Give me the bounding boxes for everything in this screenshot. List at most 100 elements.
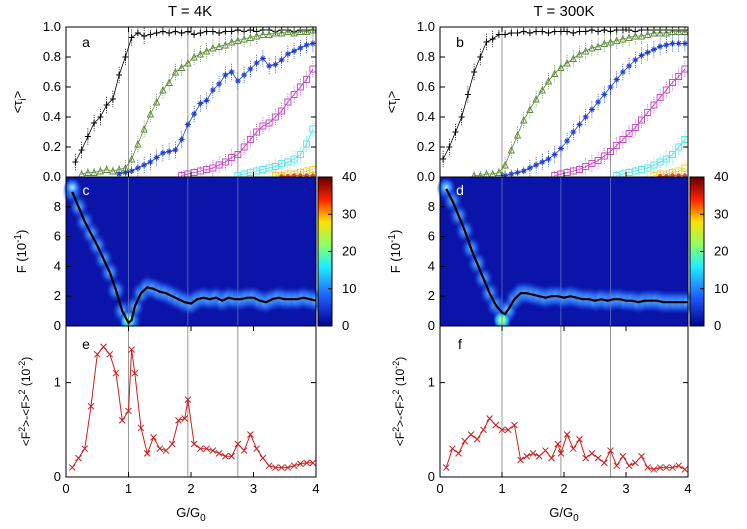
colorbar-tick-label: 40 bbox=[342, 169, 356, 184]
data-point bbox=[147, 31, 154, 38]
data-point bbox=[265, 30, 273, 38]
data-point bbox=[440, 156, 447, 162]
data-point bbox=[184, 58, 192, 67]
colorbar-tick-label: 20 bbox=[714, 244, 728, 259]
data-point bbox=[631, 124, 639, 131]
data-point bbox=[228, 452, 235, 460]
data-point bbox=[222, 452, 229, 460]
data-point bbox=[246, 136, 254, 143]
data-point bbox=[526, 165, 533, 171]
series-τ2 bbox=[77, 25, 317, 178]
data-point bbox=[147, 159, 154, 165]
data-point bbox=[538, 85, 547, 94]
y-tick-label: 0.6 bbox=[43, 79, 61, 94]
data-point bbox=[172, 28, 179, 35]
data-point bbox=[309, 40, 316, 47]
data-point bbox=[675, 40, 682, 47]
data-point bbox=[253, 60, 260, 66]
data-point bbox=[296, 151, 304, 158]
data-point bbox=[643, 30, 652, 38]
data-point bbox=[241, 72, 248, 78]
data-point bbox=[203, 28, 210, 35]
data-point bbox=[508, 30, 515, 36]
y-tick-label: 4 bbox=[54, 258, 61, 273]
data-point bbox=[284, 464, 292, 471]
data-point bbox=[265, 462, 273, 470]
plot-area bbox=[66, 27, 316, 177]
data-point bbox=[209, 87, 216, 93]
y-tick-label: 0.8 bbox=[43, 49, 61, 64]
data-point bbox=[90, 168, 98, 176]
data-point bbox=[278, 464, 285, 471]
data-point bbox=[638, 52, 645, 59]
data-point bbox=[539, 28, 546, 35]
data-point bbox=[514, 30, 521, 36]
y-tick-label: 8 bbox=[428, 199, 435, 214]
data-point bbox=[675, 462, 683, 470]
data-point bbox=[600, 459, 608, 467]
data-point bbox=[576, 435, 583, 443]
data-point bbox=[576, 121, 583, 128]
data-point bbox=[128, 34, 135, 41]
data-point bbox=[632, 57, 639, 63]
data-point bbox=[464, 91, 471, 98]
data-point bbox=[542, 447, 549, 454]
data-point bbox=[551, 28, 558, 35]
x-tick-label: 0 bbox=[62, 481, 69, 496]
x-tick-label: 1 bbox=[125, 481, 132, 496]
colorbar-tick-label: 0 bbox=[714, 318, 721, 333]
data-point bbox=[644, 49, 651, 56]
data-point bbox=[557, 28, 564, 35]
data-point bbox=[127, 154, 136, 163]
panel-label: e bbox=[82, 336, 90, 352]
y-tick-label: 8 bbox=[54, 199, 61, 214]
data-point bbox=[272, 61, 279, 68]
data-point bbox=[498, 426, 506, 434]
data-point bbox=[134, 165, 141, 171]
data-point bbox=[502, 172, 509, 179]
data-point bbox=[150, 434, 157, 441]
data-point bbox=[582, 454, 590, 462]
data-point bbox=[266, 63, 273, 69]
data-point bbox=[166, 148, 173, 155]
data-point bbox=[550, 69, 559, 77]
data-point bbox=[278, 107, 286, 115]
panel-label: f bbox=[458, 336, 462, 352]
data-point bbox=[539, 159, 546, 165]
data-point bbox=[159, 28, 166, 35]
data-point bbox=[492, 421, 500, 429]
x-tick-label: 0 bbox=[436, 481, 443, 496]
data-point bbox=[504, 426, 512, 434]
data-point bbox=[467, 431, 475, 438]
y-axis-label: F (10-1) bbox=[387, 230, 403, 274]
data-point bbox=[650, 46, 657, 53]
data-point bbox=[473, 435, 481, 443]
data-point bbox=[449, 445, 456, 453]
data-point bbox=[234, 27, 241, 33]
data-point bbox=[520, 28, 527, 35]
x-tick-label: 3 bbox=[622, 481, 629, 496]
data-point bbox=[681, 27, 689, 35]
data-point bbox=[529, 450, 537, 457]
data-point bbox=[662, 155, 670, 163]
data-point bbox=[143, 450, 151, 457]
data-point bbox=[75, 454, 82, 462]
data-point bbox=[141, 162, 148, 168]
data-point bbox=[297, 45, 304, 51]
data-point bbox=[240, 143, 248, 151]
colorbar-tick-label: 0 bbox=[342, 318, 349, 333]
data-point bbox=[181, 415, 189, 422]
y-tick-label: 4 bbox=[428, 258, 435, 273]
y-tick-label: 0.4 bbox=[417, 109, 435, 124]
series-τ5 bbox=[613, 131, 689, 179]
data-point bbox=[570, 129, 577, 135]
data-point bbox=[607, 447, 614, 454]
data-point bbox=[656, 94, 664, 101]
data-point bbox=[84, 133, 91, 140]
data-point bbox=[638, 452, 645, 460]
data-point bbox=[184, 396, 192, 403]
data-point bbox=[128, 168, 135, 174]
data-point bbox=[109, 166, 117, 175]
data-point bbox=[177, 63, 186, 71]
